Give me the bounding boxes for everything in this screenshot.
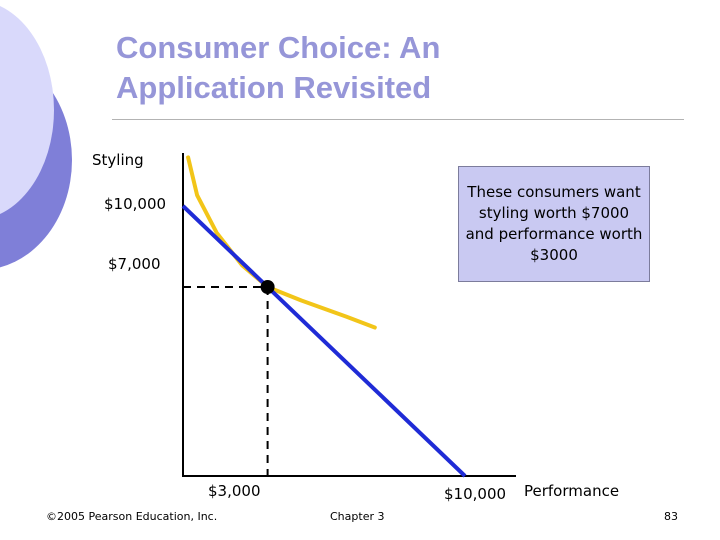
footer-chapter: Chapter 3: [330, 510, 385, 523]
footer-copyright: ©2005 Pearson Education, Inc.: [46, 510, 218, 523]
y-tick-label-10000: $10,000: [104, 195, 166, 213]
slide-title: Consumer Choice: An Application Revisite…: [116, 28, 676, 108]
slide-decoration: [0, 5, 72, 268]
callout-text: These consumers want styling worth $7000…: [465, 183, 643, 264]
title-line-2: Application Revisited: [116, 70, 432, 105]
title-divider: [112, 119, 684, 120]
optimum-point: [260, 280, 275, 294]
y-tick-label-7000: $7,000: [108, 255, 161, 273]
budget-line: [181, 204, 467, 478]
title-line-1: Consumer Choice: An: [116, 30, 441, 65]
y-axis-title: Styling: [92, 151, 144, 169]
callout-box: These consumers want styling worth $7000…: [458, 166, 650, 282]
x-axis-title: Performance: [524, 482, 619, 500]
x-tick-label-10000: $10,000: [444, 485, 506, 503]
decor-circle-light: [0, 5, 54, 215]
x-tick-label-3000: $3,000: [208, 482, 261, 500]
footer-page-number: 83: [664, 510, 678, 523]
